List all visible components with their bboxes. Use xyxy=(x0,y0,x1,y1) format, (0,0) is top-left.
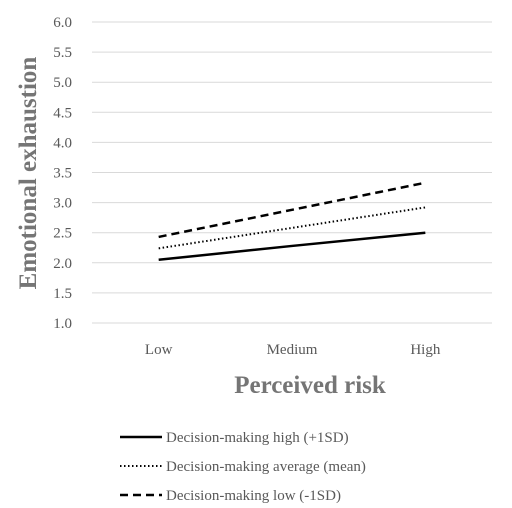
x-tick-label: Low xyxy=(145,342,173,358)
y-tick-label: 2.5 xyxy=(53,226,72,242)
y-tick-labels: 1.0 1.5 2.0 2.5 3.0 3.5 4.0 4.5 5.0 5.5 6.0 xyxy=(53,15,72,332)
legend: Decision-making high (+1SD) Decision-maki… xyxy=(120,430,366,504)
y-tick-label: 6.0 xyxy=(53,15,72,31)
x-tick-label: High xyxy=(410,342,441,358)
y-tick-label: 4.5 xyxy=(53,105,72,121)
y-tick-label: 2.0 xyxy=(53,256,72,272)
legend-label: Decision-making high (+1SD) xyxy=(166,430,349,446)
y-tick-label: 3.5 xyxy=(53,166,72,182)
y-tick-label: 1.5 xyxy=(53,286,72,302)
x-axis-title: Perceived risk xyxy=(234,372,386,399)
series-line-dotted xyxy=(158,206,426,250)
y-tick-label: 5.5 xyxy=(53,45,72,61)
y-tick-label: 3.0 xyxy=(53,196,72,212)
y-tick-label: 1.0 xyxy=(53,316,72,332)
legend-label: Decision-making low (-1SD) xyxy=(166,488,341,504)
gridlines xyxy=(92,21,492,324)
x-tick-label: Medium xyxy=(267,342,318,358)
x-tick-labels: Low Medium High xyxy=(145,342,441,358)
y-axis-title: Emotional exhaustion xyxy=(15,57,42,290)
series-lines xyxy=(158,181,426,262)
legend-label: Decision-making average (mean) xyxy=(166,459,366,475)
series-line-dashed xyxy=(158,181,426,239)
y-tick-label: 4.0 xyxy=(53,135,72,151)
y-tick-label: 5.0 xyxy=(53,75,72,91)
series-line-solid xyxy=(158,231,426,262)
